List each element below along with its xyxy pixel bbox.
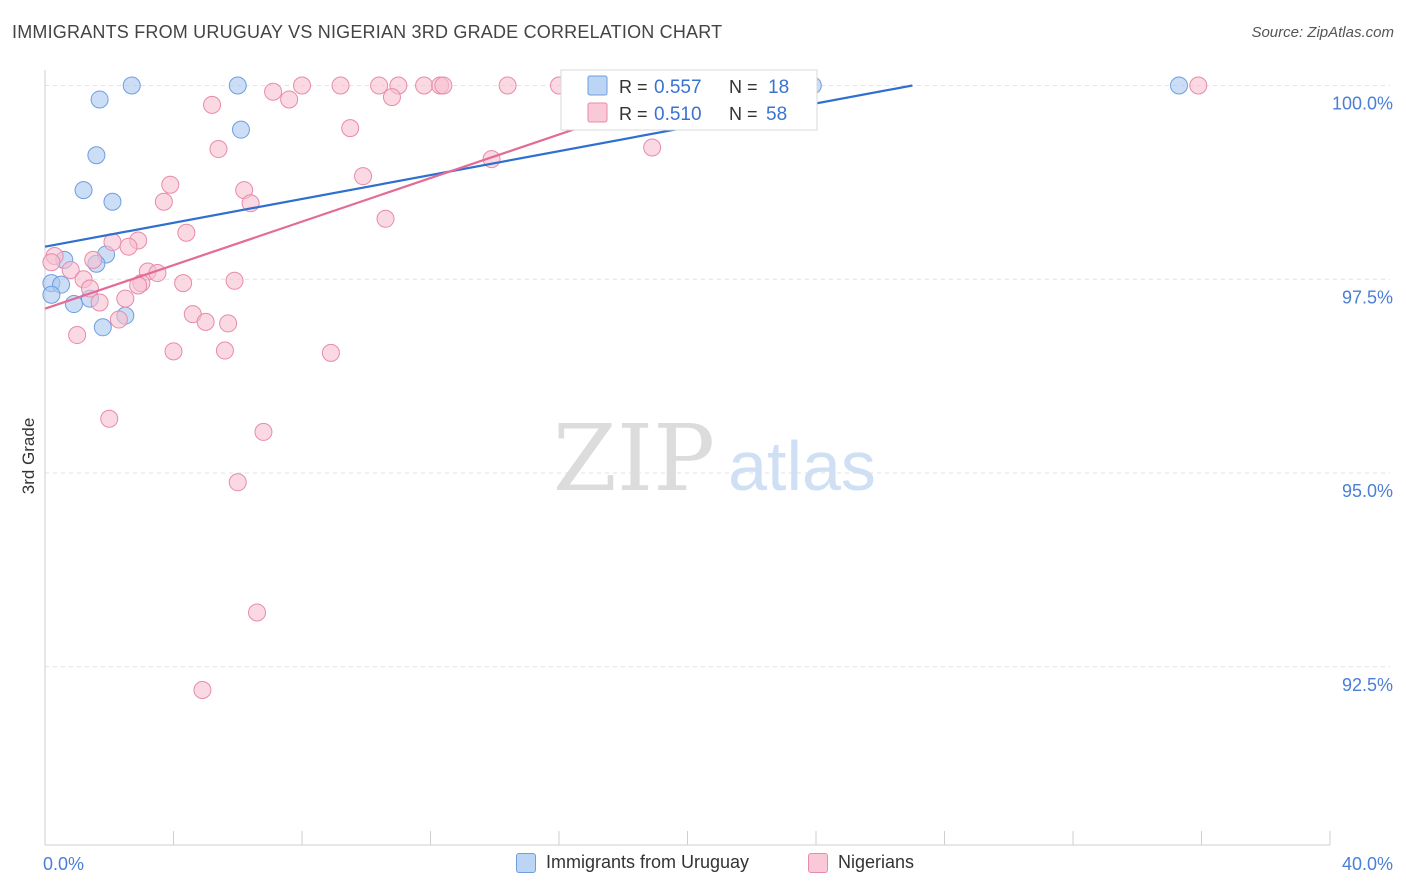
legend-item-nigerians[interactable]: Nigerians <box>808 852 914 873</box>
stats-r-label-nigerians: R = <box>619 104 648 124</box>
nigerian-point-52 <box>254 422 273 441</box>
watermark-zip: ZIP <box>553 405 715 512</box>
uruguay-point-5 <box>231 120 250 139</box>
y-tick-labels: 100.0% 97.5% 95.0% 92.5% <box>1332 94 1393 695</box>
uruguay-point-18 <box>93 318 112 337</box>
legend-item-uruguay[interactable]: Immigrants from Uruguay <box>516 852 749 873</box>
uruguay-point-7 <box>74 181 93 200</box>
x-tick-labels: 0.0% 40.0% <box>43 854 1393 874</box>
stats-legend: R = 0.557 N = 18 R = 0.510 N = 58 <box>560 69 818 131</box>
y-tick-label-0: 100.0% <box>1332 94 1393 114</box>
nigerian-point-42 <box>90 293 109 312</box>
y-tick-label-1: 97.5% <box>1342 287 1393 307</box>
legend-swatch-uruguay <box>516 852 536 873</box>
nigerian-point-53 <box>228 473 247 492</box>
chart-title: IMMIGRANTS FROM URUGUAY VS NIGERIAN 3RD … <box>12 22 723 42</box>
nigerian-point-38 <box>225 271 244 290</box>
nigerian-point-41 <box>116 289 135 308</box>
nigerian-point-22 <box>154 192 173 211</box>
nigerian-point-51 <box>100 409 119 428</box>
nigerian-point-25 <box>177 223 196 242</box>
stats-n-value-nigerians: 58 <box>766 104 787 125</box>
y-tick-label-2: 95.0% <box>1342 481 1393 501</box>
stats-swatch-nigerians <box>587 102 608 123</box>
nigerian-point-20 <box>161 175 180 194</box>
uruguay-point-6 <box>87 146 106 165</box>
nigerian-point-44 <box>196 312 215 331</box>
nigerian-point-45 <box>219 314 238 333</box>
uruguay-point-14 <box>42 285 61 304</box>
nigerian-point-30 <box>42 253 61 272</box>
nigerian-point-24 <box>376 209 395 228</box>
nigerian-point-15 <box>341 119 360 138</box>
gridlines <box>45 85 1390 668</box>
nigerian-point-14 <box>203 95 222 114</box>
uruguay-point-0 <box>122 76 141 95</box>
y-axis-label: 3rd Grade <box>19 418 38 495</box>
source-credit: Source: ZipAtlas.com <box>1251 24 1394 41</box>
uruguay-point-1 <box>228 76 247 95</box>
nigerian-point-48 <box>164 342 183 361</box>
stats-r-value-nigerians: 0.510 <box>654 104 702 125</box>
stats-n-label-uruguay: N = <box>729 77 758 97</box>
nigerian-point-49 <box>215 341 234 360</box>
uruguay-point-4 <box>90 90 109 109</box>
stats-swatch-uruguay <box>587 75 608 96</box>
stats-r-value-uruguay: 0.557 <box>654 77 702 98</box>
nigerian-point-46 <box>109 310 128 329</box>
stats-n-label-nigerians: N = <box>729 104 758 124</box>
nigerian-point-50 <box>321 343 340 362</box>
nigerian-point-16 <box>209 140 228 159</box>
nigerian-point-6 <box>434 76 453 95</box>
nigerian-point-37 <box>174 274 193 293</box>
uruguay-point-8 <box>103 192 122 211</box>
nigerian-point-12 <box>280 90 299 109</box>
nigerian-point-28 <box>119 237 138 256</box>
x-tick-label-1: 40.0% <box>1342 854 1393 874</box>
nigerian-point-19 <box>354 167 373 186</box>
nigerian-point-55 <box>193 681 212 699</box>
uruguay-point-3 <box>1170 76 1189 95</box>
watermark-atlas: atlas <box>728 427 876 505</box>
axes <box>44 70 1331 846</box>
nigerian-point-13 <box>382 88 401 107</box>
nigerian-point-11 <box>264 82 283 101</box>
nigerian-point-31 <box>84 250 103 269</box>
stats-n-value-uruguay: 18 <box>768 77 789 98</box>
series-nigerians-points <box>42 76 1208 699</box>
nigerian-point-32 <box>61 260 80 279</box>
nigerian-point-2 <box>370 76 389 95</box>
nigerian-point-10 <box>1189 76 1208 95</box>
bottom-legend: Immigrants from Uruguay Nigerians <box>0 850 1406 880</box>
nigerian-point-54 <box>248 603 267 622</box>
legend-label-nigerians: Nigerians <box>838 852 915 872</box>
nigerian-point-4 <box>415 76 434 95</box>
nigerian-point-1 <box>331 76 350 95</box>
x-tick-label-0: 0.0% <box>43 854 84 874</box>
nigerian-point-0 <box>293 76 311 95</box>
nigerian-point-47 <box>68 326 87 345</box>
y-tick-label-3: 92.5% <box>1342 675 1393 695</box>
nigerian-point-7 <box>498 76 517 95</box>
stats-r-label-uruguay: R = <box>619 77 648 97</box>
legend-swatch-nigerians <box>808 852 828 873</box>
nigerian-point-18 <box>643 138 662 157</box>
legend-label-uruguay: Immigrants from Uruguay <box>546 852 750 872</box>
watermark: ZIP atlas <box>553 405 876 512</box>
